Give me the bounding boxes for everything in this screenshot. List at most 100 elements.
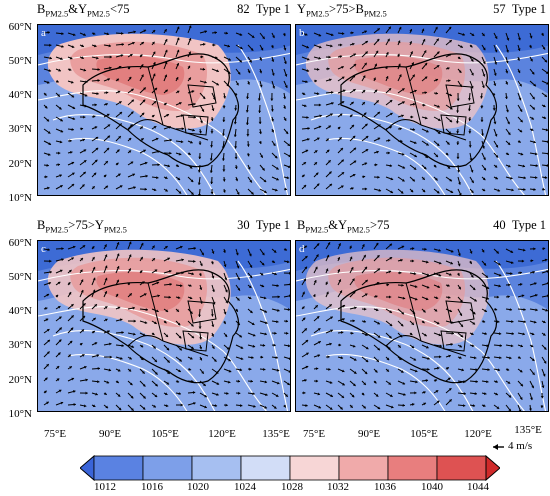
wind-vector-head xyxy=(118,65,122,69)
wind-vector-head xyxy=(361,392,365,396)
wind-vector-head xyxy=(385,52,389,55)
wind-vector-head xyxy=(284,248,287,251)
wind-vector-head xyxy=(105,102,108,106)
wind-vector-head xyxy=(198,193,201,195)
wind-vector-head xyxy=(412,178,415,182)
wind-vector-head xyxy=(129,54,133,57)
wind-vector-head xyxy=(328,160,331,163)
colorbar-segment xyxy=(338,455,389,481)
wind-vector-head xyxy=(104,318,108,322)
wind-vector-head xyxy=(156,309,159,313)
wind-vector-head xyxy=(225,403,228,407)
wind-vector-head xyxy=(351,101,354,105)
wind-vector-head xyxy=(249,265,253,268)
wind-vector-head xyxy=(97,380,100,384)
wind-vector-head xyxy=(69,56,73,60)
wind-vector-head xyxy=(547,281,548,285)
wind-vector-head xyxy=(263,296,267,300)
wind-vector-head xyxy=(518,356,521,359)
wind-vector-head xyxy=(376,150,379,154)
wind-vector-head xyxy=(191,335,195,339)
wind-vector-head xyxy=(459,313,463,316)
wind-vector-head xyxy=(234,146,238,149)
wind-vector-head xyxy=(458,70,462,73)
wind-vector-head xyxy=(329,78,332,82)
wind-vector-head xyxy=(330,394,333,397)
wind-vector-head xyxy=(494,36,498,39)
wind-vector-head xyxy=(107,135,110,139)
wind-vector-head xyxy=(508,283,511,287)
wind-vector-head xyxy=(71,172,75,176)
wind-vector-head xyxy=(456,156,460,160)
wind-vector-head xyxy=(106,380,110,384)
wind-vector-head xyxy=(227,380,231,384)
wind-vector-head xyxy=(58,339,62,343)
wind-vector-head xyxy=(198,273,202,277)
wind-vector-head xyxy=(225,31,228,35)
wind-vector-head xyxy=(259,70,263,74)
wind-vector-head xyxy=(303,162,307,165)
wind-vector-head xyxy=(104,277,108,281)
wind-vector-head xyxy=(304,245,308,249)
wind-vector-head xyxy=(351,31,354,35)
wind-vector-head xyxy=(449,40,452,43)
wind-vector-head xyxy=(437,118,441,121)
wind-vector-head xyxy=(495,380,498,383)
wind-vector-head xyxy=(411,247,415,251)
isobar xyxy=(310,114,474,195)
wind-vector-head xyxy=(459,84,462,87)
wind-vector-head xyxy=(339,55,343,59)
wind-vector-head xyxy=(457,170,461,173)
wind-vector-head xyxy=(449,178,452,182)
wind-vector-head xyxy=(353,147,357,151)
wind-vector-head xyxy=(511,188,514,192)
wind-vector-head xyxy=(189,356,193,360)
wind-vector-head xyxy=(210,261,214,265)
wind-vector-head xyxy=(61,247,64,251)
wind-vector-head xyxy=(506,49,509,53)
wind-vector-head xyxy=(351,331,354,335)
wind-vector-head xyxy=(499,356,502,360)
wind-vector-head xyxy=(318,405,321,409)
wind-vector-head xyxy=(317,354,321,358)
wind-vector-head xyxy=(494,133,498,137)
wind-vector-head xyxy=(271,129,275,133)
lon-label-135-right: 135°E xyxy=(514,424,542,436)
wind-vector-head xyxy=(190,323,194,327)
wind-vector-head xyxy=(97,79,100,82)
wind-vector-head xyxy=(44,390,47,394)
wind-vector-head xyxy=(82,245,86,248)
wind-vector-head xyxy=(350,405,353,408)
wind-vector-head xyxy=(116,242,120,245)
wind-vector-head xyxy=(95,392,98,396)
wind-vector-head xyxy=(221,133,225,136)
wind-vector-head xyxy=(70,80,74,84)
wind-vector-head xyxy=(389,112,393,116)
wind-vector-head xyxy=(507,142,511,145)
wind-vector-head xyxy=(402,165,406,169)
wind-vector-head xyxy=(316,316,320,319)
wind-vector-head xyxy=(131,345,134,348)
wind-vector-head xyxy=(271,73,275,76)
wind-vector-head xyxy=(59,327,62,331)
wind-vector-head xyxy=(49,56,52,60)
wind-vector-head xyxy=(507,164,511,168)
wind-vector-head xyxy=(95,136,99,140)
wind-vector-head xyxy=(211,108,215,111)
wind-vector-head xyxy=(145,308,148,312)
wind-vector-head xyxy=(518,409,522,411)
wind-vector-head xyxy=(247,82,250,85)
wind-vector-head xyxy=(447,67,450,70)
wind-vector-head xyxy=(145,174,148,178)
wind-vector-head xyxy=(71,377,75,381)
wind-vector-head xyxy=(520,383,523,387)
wind-vector-head xyxy=(109,66,112,70)
wind-vector-head xyxy=(69,139,72,143)
wind-vector-head xyxy=(531,358,535,361)
wind-vector-head xyxy=(314,266,318,270)
wind-vector-head xyxy=(401,152,405,156)
wind-vector-head xyxy=(128,254,132,258)
wind-vector-head xyxy=(486,296,489,300)
wind-vector-head xyxy=(306,115,309,119)
wind-vector-head xyxy=(331,101,334,105)
